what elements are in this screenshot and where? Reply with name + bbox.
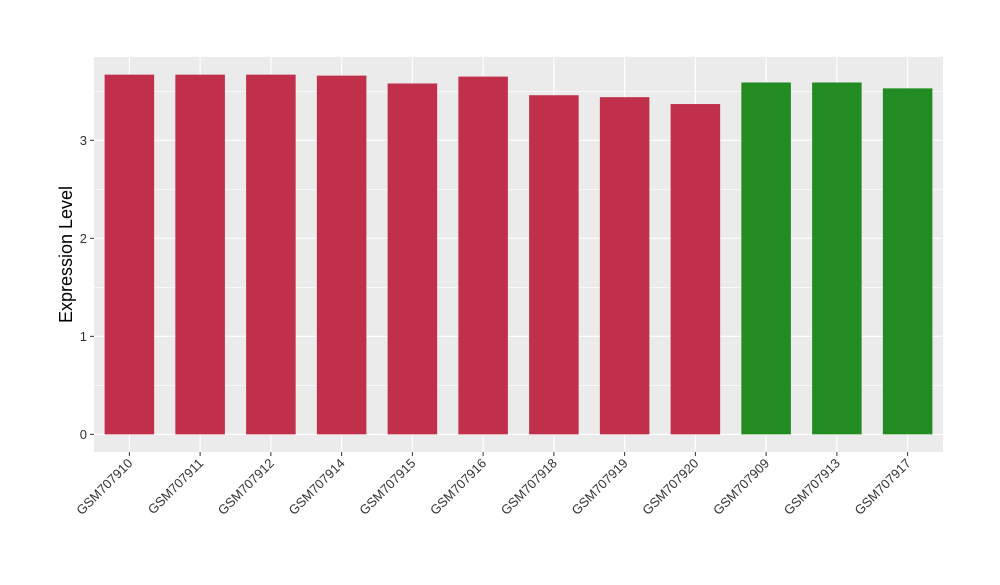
bar-GSM707920 — [670, 104, 721, 435]
bars — [104, 74, 933, 435]
x-tick-label: GSM707912 — [215, 456, 277, 518]
bar-GSM707911 — [175, 74, 225, 435]
bar-GSM707910 — [104, 74, 155, 435]
x-tick-label: GSM707915 — [356, 456, 418, 518]
y-axis-title: Expression Level — [56, 186, 76, 323]
bar-GSM707917 — [882, 88, 933, 435]
x-tick-label: GSM707913 — [781, 456, 843, 518]
plot-panel — [94, 57, 943, 452]
x-tick-label: GSM707916 — [427, 456, 489, 518]
bar-GSM707914 — [316, 75, 367, 435]
y-tick-label: 3 — [80, 133, 87, 148]
x-tick-label: GSM707911 — [145, 456, 207, 518]
x-tick-label: GSM707920 — [639, 456, 701, 518]
bar-GSM707915 — [387, 83, 438, 435]
bar-GSM707918 — [529, 95, 579, 435]
bar-GSM707919 — [599, 97, 650, 435]
bar-GSM707916 — [458, 76, 508, 435]
x-tick-label: GSM707919 — [569, 456, 631, 518]
x-tick-label: GSM707918 — [498, 456, 560, 518]
bar-GSM707909 — [741, 82, 791, 435]
bar-GSM707913 — [812, 82, 862, 435]
x-tick-label: GSM707914 — [286, 456, 348, 518]
bar-GSM707912 — [246, 74, 296, 435]
y-tick-label: 2 — [80, 231, 87, 246]
x-tick-label: GSM707909 — [710, 456, 772, 518]
x-tick-label: GSM707910 — [73, 456, 135, 518]
y-tick-label: 0 — [80, 427, 87, 442]
x-tick-label: GSM707917 — [852, 456, 914, 518]
y-tick-label: 1 — [80, 329, 87, 344]
